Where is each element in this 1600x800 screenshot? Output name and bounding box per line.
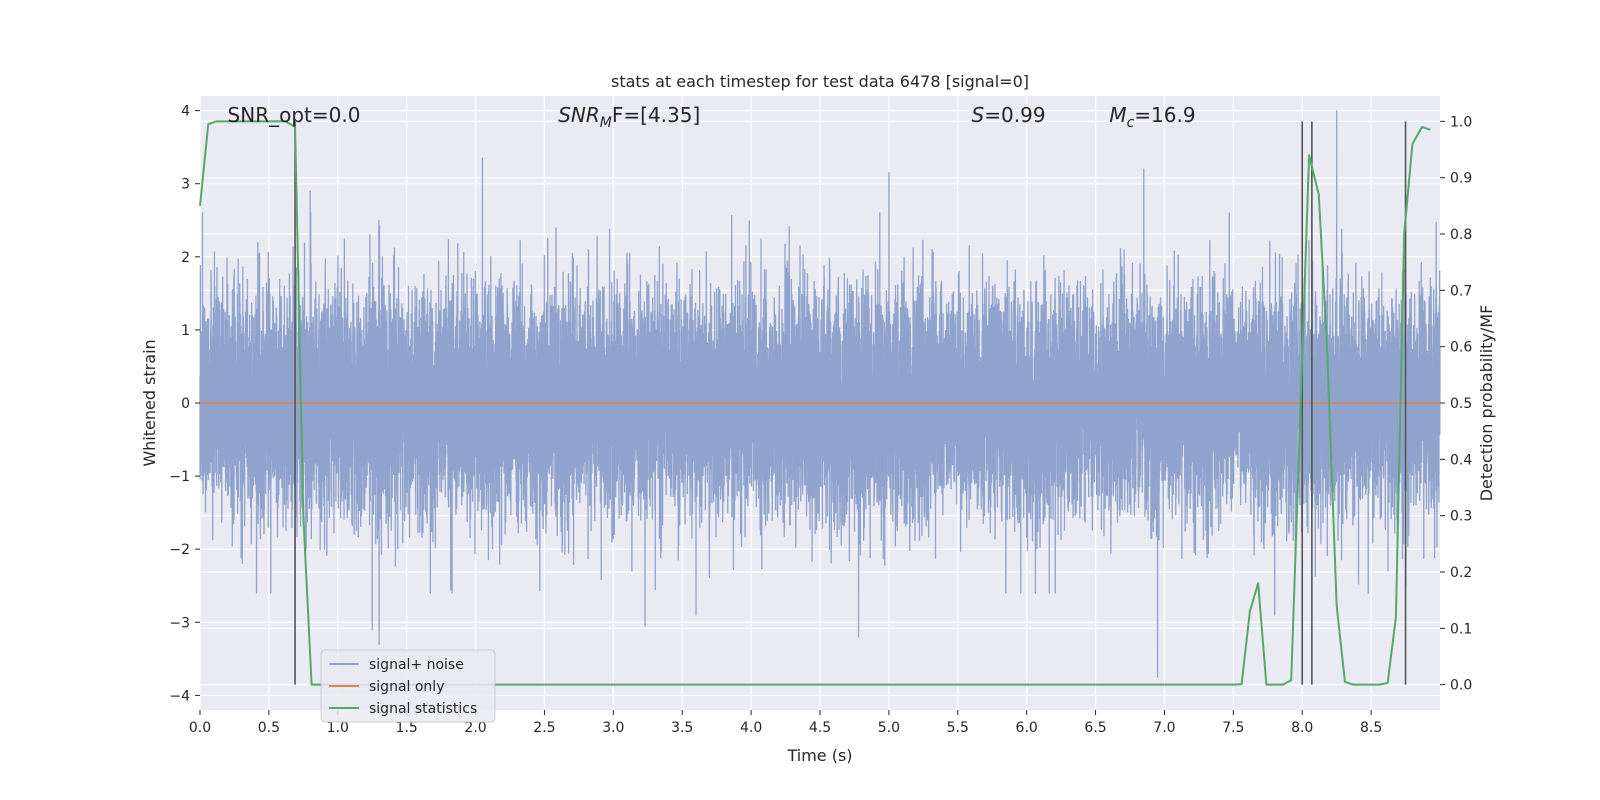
annotation-text: Mc=16.9 bbox=[1109, 103, 1195, 131]
y-tick-label: −3 bbox=[169, 615, 190, 631]
y2-tick-label: 0.7 bbox=[1450, 283, 1472, 299]
x-tick-label: 3.0 bbox=[602, 720, 624, 736]
x-tick-label: 0.0 bbox=[189, 720, 211, 736]
data-layer bbox=[199, 120, 1440, 686]
legend-label: signal+ noise bbox=[369, 657, 464, 673]
x-tick-label: 6.5 bbox=[1084, 720, 1106, 736]
x-tick-label: 8.0 bbox=[1291, 720, 1313, 736]
y-tick-label: 0 bbox=[181, 396, 190, 412]
x-tick-label: 0.5 bbox=[258, 720, 280, 736]
x-tick-label: 4.0 bbox=[740, 720, 762, 736]
x-tick-label: 5.0 bbox=[878, 720, 900, 736]
y-tick-label: −1 bbox=[169, 469, 190, 485]
axes: 0.0 0.5 1.0 1.5 2.0 2.5 3.0 3.5 4.0 4.5 5.0 5.5 6.0 6… bbox=[169, 104, 1472, 736]
y2-tick-label: 0.5 bbox=[1450, 396, 1472, 412]
legend-box bbox=[320, 649, 496, 723]
y2-tick-label: 0.0 bbox=[1450, 678, 1472, 694]
y2-tick-label: 0.4 bbox=[1450, 452, 1472, 468]
annotations: SNR_opt=0.0 SNRMF=[4.35] S=0.99 Mc=16.9 bbox=[228, 103, 1196, 131]
annotation-text: SNRMF=[4.35] bbox=[558, 103, 700, 131]
y-tick-label: 1 bbox=[181, 323, 190, 339]
y2-tick-label: 0.3 bbox=[1450, 509, 1472, 525]
y-tick-label: −4 bbox=[169, 688, 190, 704]
x-tick-label: 4.5 bbox=[809, 720, 831, 736]
y-tick-label: −2 bbox=[169, 542, 190, 558]
y2-tick-label: 0.6 bbox=[1450, 340, 1472, 356]
y2-tick-label: 0.1 bbox=[1450, 621, 1472, 637]
x-tick-label: 2.5 bbox=[533, 720, 555, 736]
y2-tick-label: 0.9 bbox=[1450, 171, 1472, 187]
legend: signal+ noise signal only signal statistic… bbox=[320, 649, 496, 723]
y-axis-label: Whitened strain bbox=[140, 339, 159, 466]
chart-title: stats at each timestep for test data 647… bbox=[611, 72, 1029, 91]
x-axis-label: Time (s) bbox=[786, 746, 852, 765]
annotation-text: S=0.99 bbox=[972, 103, 1046, 127]
y-tick-label: 2 bbox=[181, 250, 190, 266]
legend-label: signal statistics bbox=[369, 701, 477, 717]
x-tick-label: 1.5 bbox=[396, 720, 418, 736]
x-tick-label: 2.0 bbox=[464, 720, 486, 736]
x-tick-label: 6.0 bbox=[1016, 720, 1038, 736]
y2-tick-label: 0.8 bbox=[1450, 227, 1472, 243]
legend-label: signal only bbox=[369, 679, 444, 695]
x-tick-label: 3.5 bbox=[671, 720, 693, 736]
annotation-text: SNR_opt=0.0 bbox=[228, 103, 361, 127]
y-tick-label: 3 bbox=[181, 177, 190, 193]
x-tick-label: 8.5 bbox=[1360, 720, 1382, 736]
y2-tick-label: 1.0 bbox=[1450, 114, 1472, 130]
y-tick-label: 4 bbox=[181, 104, 190, 120]
x-tick-label: 7.5 bbox=[1222, 720, 1244, 736]
x-tick-label: 1.0 bbox=[327, 720, 349, 736]
y2-axis-label: Detection probability/MF bbox=[1477, 305, 1496, 502]
y2-tick-label: 0.2 bbox=[1450, 565, 1472, 581]
x-tick-label: 5.5 bbox=[947, 720, 969, 736]
x-tick-label: 7.0 bbox=[1153, 720, 1175, 736]
signal-statistics-line bbox=[199, 120, 1431, 686]
